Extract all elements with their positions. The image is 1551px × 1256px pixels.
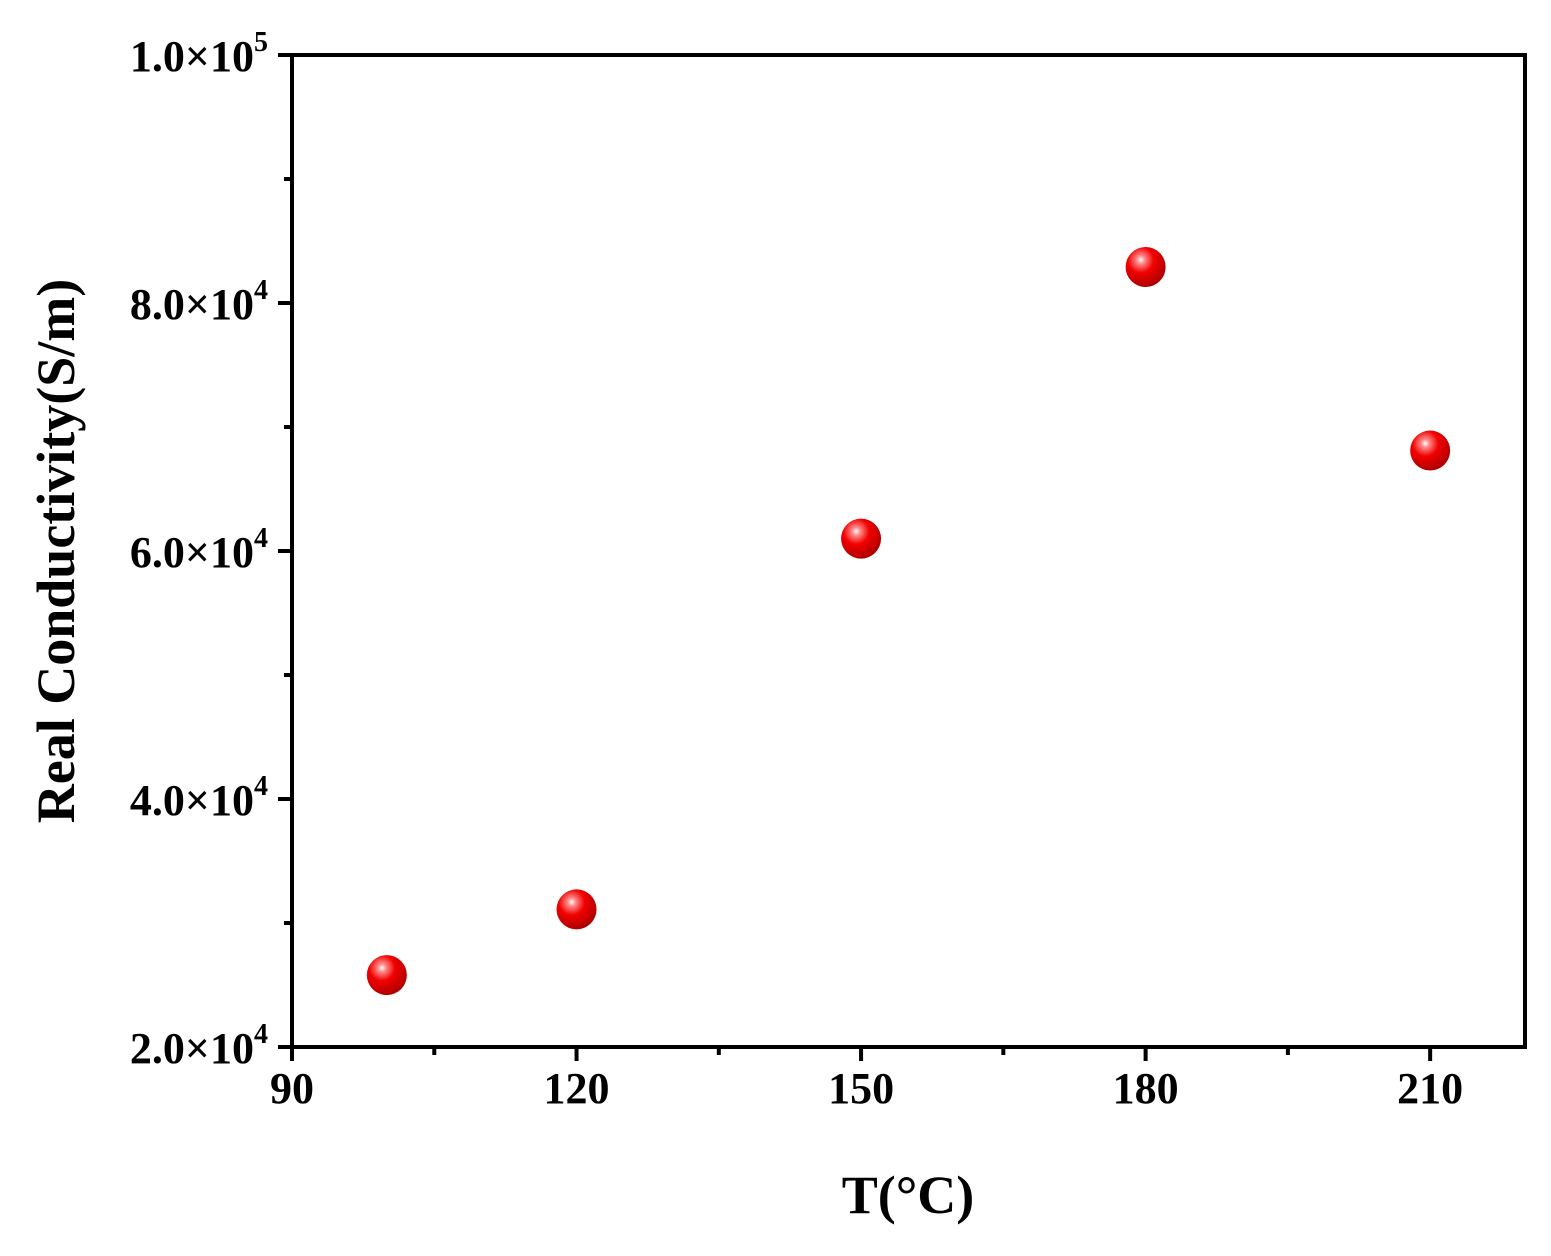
y-tick-label: 8.0×104: [130, 275, 268, 329]
y-tick-label: 4.0×104: [130, 771, 268, 825]
plot-frame: [290, 53, 1527, 1049]
x-tick-label: 210: [1397, 1064, 1463, 1113]
data-point: [1125, 247, 1166, 288]
x-tick-label: 120: [544, 1064, 610, 1113]
y-tick-label: 2.0×104: [130, 1019, 268, 1073]
x-axis-title: T(°C): [842, 1165, 975, 1225]
x-tick-label: 150: [828, 1064, 894, 1113]
y-tick-label: 6.0×104: [130, 523, 268, 577]
data-points: [366, 247, 1451, 996]
y-axis-ticks: 2.0×104 4.0×104 6.0×104 8.0×104 1.0×105: [130, 27, 292, 1073]
x-tick-label: 90: [270, 1064, 314, 1113]
y-tick-label: 1.0×105: [130, 27, 268, 81]
data-point: [366, 955, 407, 996]
x-axis-ticks: 90 120 150 180 210: [270, 1047, 1463, 1113]
y-axis-title: Real Conductivity(S/m): [26, 279, 86, 823]
x-tick-label: 180: [1113, 1064, 1179, 1113]
data-point: [1410, 430, 1451, 471]
data-point: [556, 889, 597, 930]
data-point: [841, 518, 882, 559]
plot-area: [292, 55, 1525, 1047]
